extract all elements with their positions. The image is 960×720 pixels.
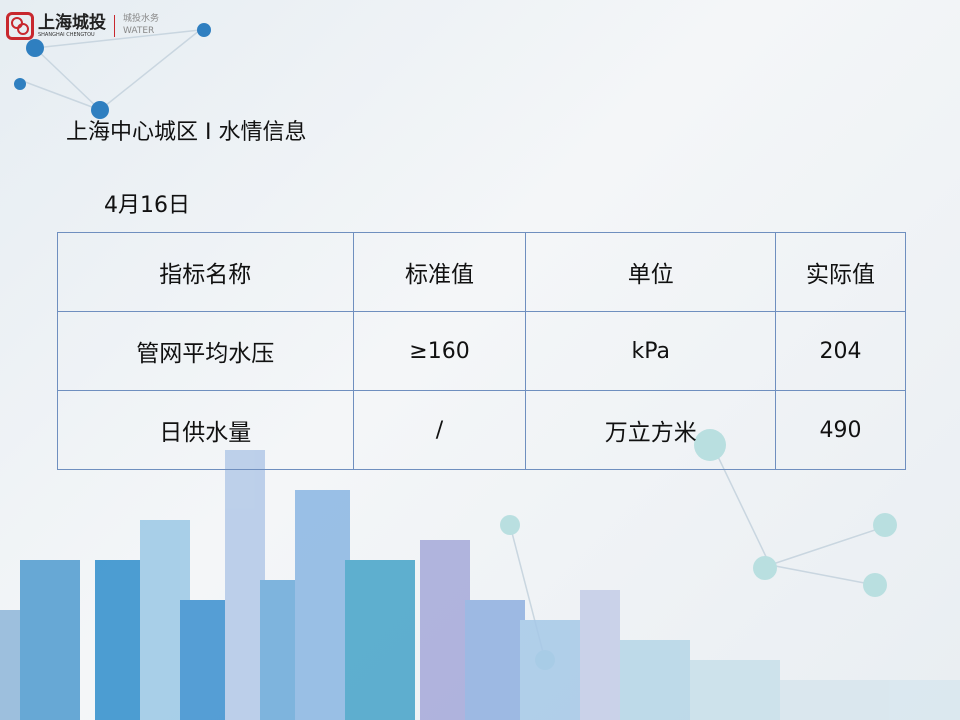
company-logo: 上海城投 SHANGHAI CHENGTOU 城投水务 WATER <box>6 12 159 40</box>
table-cell: / <box>352 390 527 470</box>
logo-name-cn: 上海城投 <box>38 12 106 33</box>
header-cell: 实际值 <box>775 232 906 312</box>
table-cell: 204 <box>775 311 906 391</box>
table-row: 管网平均水压 ≥160 kPa 204 <box>57 311 906 391</box>
table-cell: 490 <box>775 390 906 470</box>
header-cell: 标准值 <box>352 232 527 312</box>
logo-emblem-icon <box>6 12 34 40</box>
header-cell: 指标名称 <box>57 232 354 312</box>
logo-name-en: SHANGHAI CHENGTOU <box>38 31 95 38</box>
page-title: 上海中心城区 I 水情信息 <box>66 120 307 145</box>
logo-divider <box>114 15 115 37</box>
table-cell: 日供水量 <box>57 390 354 470</box>
logo-division-cn: 城投水务 <box>123 14 160 25</box>
logo-division-en: WATER <box>123 26 155 36</box>
table-cell: 万立方米 <box>525 390 777 470</box>
table-cell: kPa <box>525 311 777 391</box>
table-header-row: 指标名称 标准值 单位 实际值 <box>57 232 906 312</box>
table-cell: 管网平均水压 <box>57 311 354 391</box>
date-label: 4月16日 <box>104 193 190 218</box>
header-cell: 单位 <box>525 232 777 312</box>
table-cell: ≥160 <box>352 311 527 391</box>
table-row: 日供水量 / 万立方米 490 <box>57 390 906 470</box>
water-info-table: 指标名称 标准值 单位 实际值 管网平均水压 ≥160 kPa 204 日供水量… <box>57 232 906 470</box>
